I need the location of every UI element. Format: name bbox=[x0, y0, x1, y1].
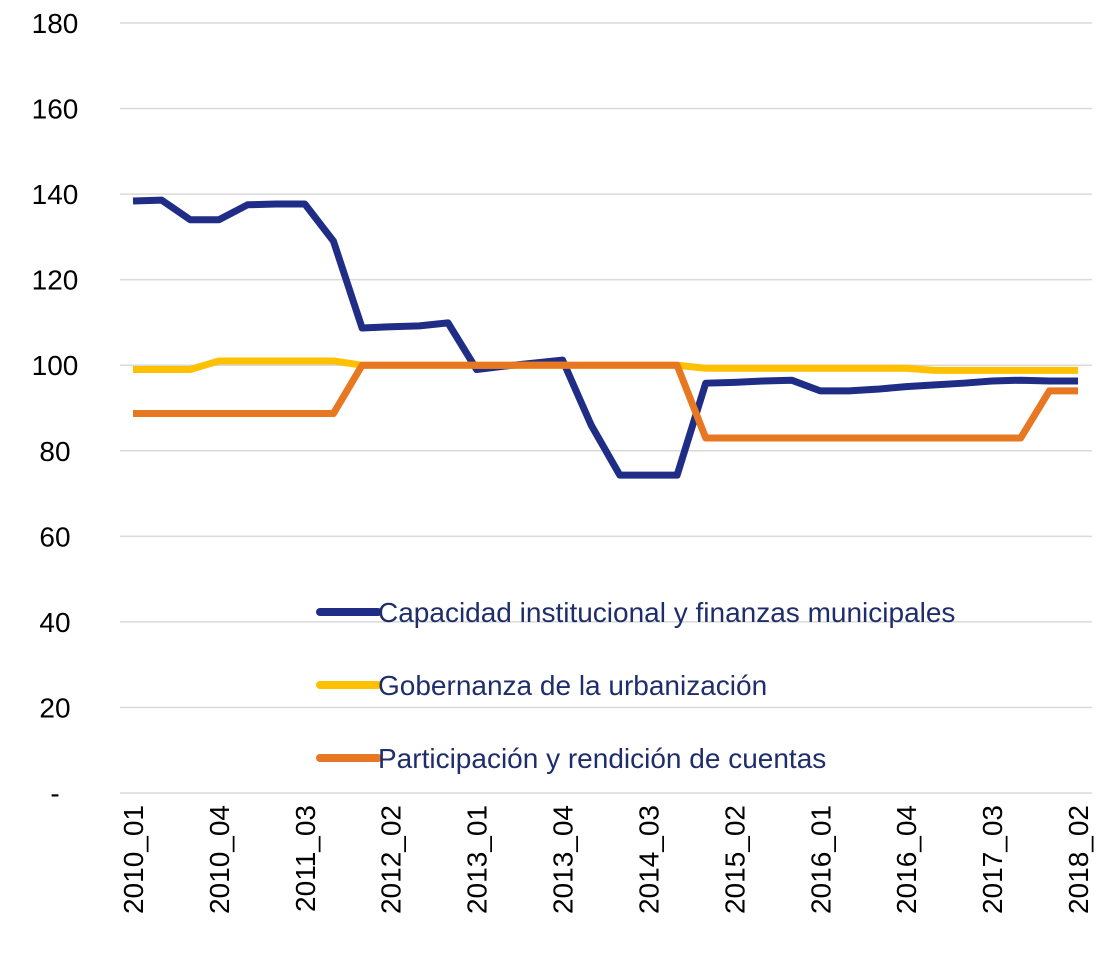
y-tick-label: 20 bbox=[39, 692, 70, 723]
x-tick-label: 2014_03 bbox=[633, 805, 664, 914]
x-tick-label: 2012_02 bbox=[376, 805, 407, 914]
x-tick-label: 2018_02 bbox=[1063, 805, 1094, 914]
x-tick-label: 2015_02 bbox=[719, 805, 750, 914]
y-tick-label: - bbox=[50, 778, 59, 809]
y-tick-label: 160 bbox=[32, 94, 79, 125]
legend-label: Gobernanza de la urbanización bbox=[378, 670, 767, 701]
y-tick-label: 100 bbox=[32, 350, 79, 381]
y-tick-label: 60 bbox=[39, 521, 70, 552]
y-tick-label: 120 bbox=[32, 265, 79, 296]
x-tick-label: 2011_03 bbox=[290, 805, 321, 912]
y-tick-label: 40 bbox=[39, 607, 70, 638]
y-tick-label: 180 bbox=[32, 8, 79, 39]
x-tick-label: 2013_04 bbox=[548, 805, 579, 914]
x-tick-label: 2016_04 bbox=[891, 805, 922, 914]
y-tick-label: 140 bbox=[32, 179, 79, 210]
legend-label: Participación y rendición de cuentas bbox=[378, 743, 826, 774]
y-tick-label: 80 bbox=[39, 436, 70, 467]
x-tick-label: 2016_01 bbox=[805, 805, 836, 914]
legend-label: Capacidad institucional y finanzas munic… bbox=[378, 597, 955, 628]
line-series bbox=[133, 361, 1078, 442]
x-tick-label: 2017_03 bbox=[977, 805, 1008, 914]
x-tick-label: 2010_04 bbox=[204, 805, 235, 914]
x-tick-label: 2013_01 bbox=[462, 805, 493, 914]
line-series bbox=[132, 196, 1078, 479]
x-tick-label: 2010_01 bbox=[118, 805, 149, 914]
